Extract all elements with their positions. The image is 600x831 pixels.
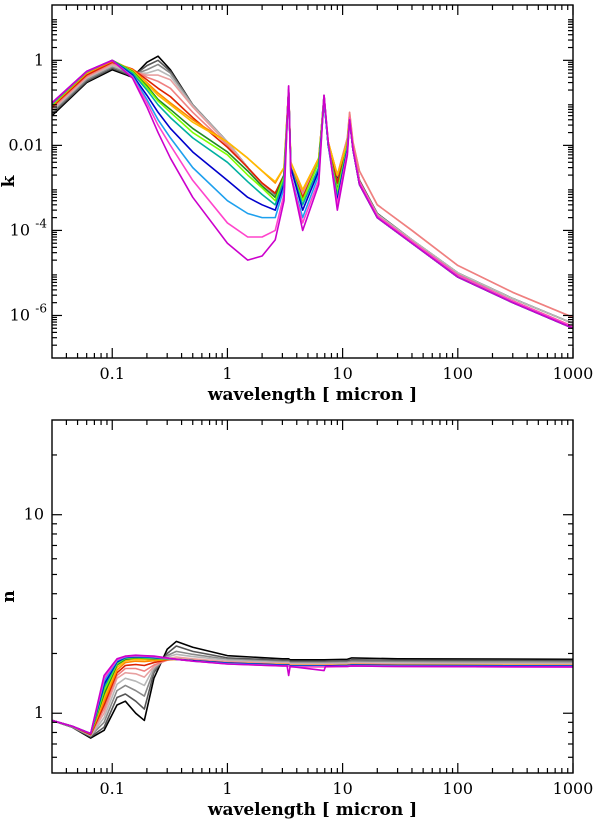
x-axis-title: wavelength [ micron ] bbox=[207, 800, 417, 820]
x-tick-label: 100 bbox=[443, 364, 474, 383]
x-tick-label: 100 bbox=[443, 779, 474, 798]
series-line-10 bbox=[52, 59, 573, 330]
x-tick-label: 10 bbox=[332, 779, 352, 798]
refractive-index-panel: 0.1 1 10 100 1000 1 10 wavelength [ micron ] n bbox=[0, 419, 594, 820]
extinction-coefficient-panel: 0.1 1 10 100 1000 1 0.01 10 -4 10 -6 wavelength [ m… bbox=[0, 4, 594, 405]
y-tick-label: 0.01 bbox=[8, 135, 44, 154]
x-tick-label: 0.1 bbox=[100, 364, 125, 383]
series-line-13 bbox=[52, 59, 573, 330]
series-line-1 bbox=[52, 640, 573, 739]
series-line-5 bbox=[52, 656, 573, 736]
y-axis-title: k bbox=[0, 174, 19, 187]
y-tick-label: 10 bbox=[24, 505, 44, 524]
series-line-11 bbox=[52, 59, 573, 330]
series-line-16 bbox=[52, 654, 573, 735]
series-line-3 bbox=[52, 63, 573, 325]
y-tick-label: 10 bbox=[10, 305, 30, 324]
series-line-3 bbox=[52, 650, 573, 737]
series-line-8 bbox=[52, 60, 573, 328]
series-line-2 bbox=[52, 645, 573, 738]
plot-frame bbox=[51, 4, 574, 359]
series-group bbox=[52, 640, 573, 739]
y-tick-label: 1 bbox=[34, 50, 44, 69]
y-tick-exponent: -4 bbox=[35, 216, 47, 230]
x-tick-label: 0.1 bbox=[100, 779, 125, 798]
x-axis-title: wavelength [ micron ] bbox=[207, 385, 417, 405]
x-tick-label: 1 bbox=[222, 779, 232, 798]
series-line-14 bbox=[52, 59, 573, 330]
series-line-4 bbox=[52, 64, 573, 325]
y-tick-label: 10 bbox=[10, 220, 30, 239]
x-tick-label: 1 bbox=[222, 364, 232, 383]
y-tick-label: 1 bbox=[34, 703, 44, 722]
x-tick-label: 10 bbox=[332, 364, 352, 383]
series-line-16 bbox=[52, 59, 573, 330]
series-line-4 bbox=[52, 653, 573, 737]
x-tick-label: 1000 bbox=[553, 779, 594, 798]
series-line-12 bbox=[52, 59, 573, 330]
plot-frame bbox=[51, 419, 574, 774]
series-group bbox=[52, 55, 573, 330]
x-tick-label: 1000 bbox=[553, 364, 594, 383]
y-tick-exponent: -6 bbox=[35, 301, 47, 315]
y-axis-title: n bbox=[0, 590, 19, 602]
